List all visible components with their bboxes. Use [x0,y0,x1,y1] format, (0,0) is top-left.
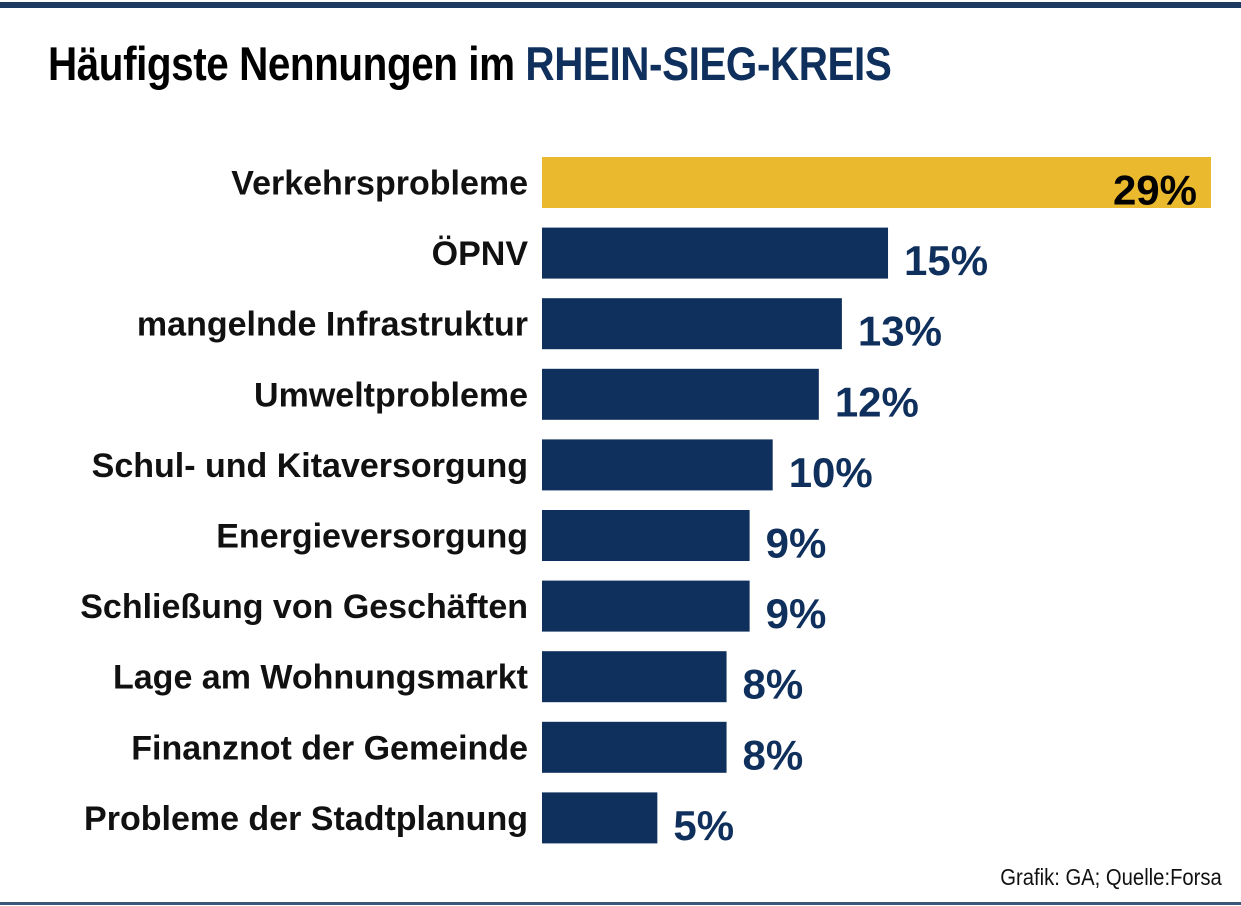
bar-6 [542,580,750,632]
category-label-4: Schul- und Kitaversorgung [92,447,528,485]
chart-title-region: RHEIN-SIEG-KREIS [525,37,892,90]
bar-5 [542,510,750,561]
bar-0 [542,157,1211,208]
bottom-rule [0,902,1241,905]
category-label-9: Probleme der Stadtplanung [84,800,528,838]
value-label-4: 10% [789,449,873,496]
bar-9 [542,792,658,844]
value-label-3: 12% [835,378,919,425]
category-label-6: Schließung von Geschäften [80,588,528,626]
bar-2 [542,298,842,350]
bar-4 [542,439,773,491]
bar-1 [542,227,889,279]
chart-title-prefix: Häufigste Nennungen im [48,37,515,90]
bar-7 [542,651,727,703]
top-rule [0,2,1241,8]
value-label-9: 5% [673,802,734,849]
category-label-8: Finanznot der Gemeinde [131,729,528,767]
category-label-2: mangelnde Infrastruktur [137,306,528,344]
source-credit: Grafik: GA; Quelle:Forsa [1000,864,1222,890]
bar-8 [542,721,727,773]
value-label-8: 8% [743,731,804,778]
value-label-6: 9% [766,590,827,637]
value-label-5: 9% [766,520,827,567]
bar-3 [542,368,819,420]
value-label-1: 15% [904,237,988,284]
chart-title: Häufigste Nennungen im RHEIN-SIEG-KREIS [48,36,892,91]
category-label-1: ÖPNV [432,235,529,273]
value-label-2: 13% [858,308,942,355]
category-label-5: Energieversorgung [216,518,528,556]
value-label-0: 29% [1113,167,1197,214]
category-label-3: Umweltprobleme [254,376,528,414]
category-label-7: Lage am Wohnungsmarkt [113,659,528,697]
value-label-7: 8% [743,661,804,708]
category-label-0: Verkehrsprobleme [231,165,528,203]
